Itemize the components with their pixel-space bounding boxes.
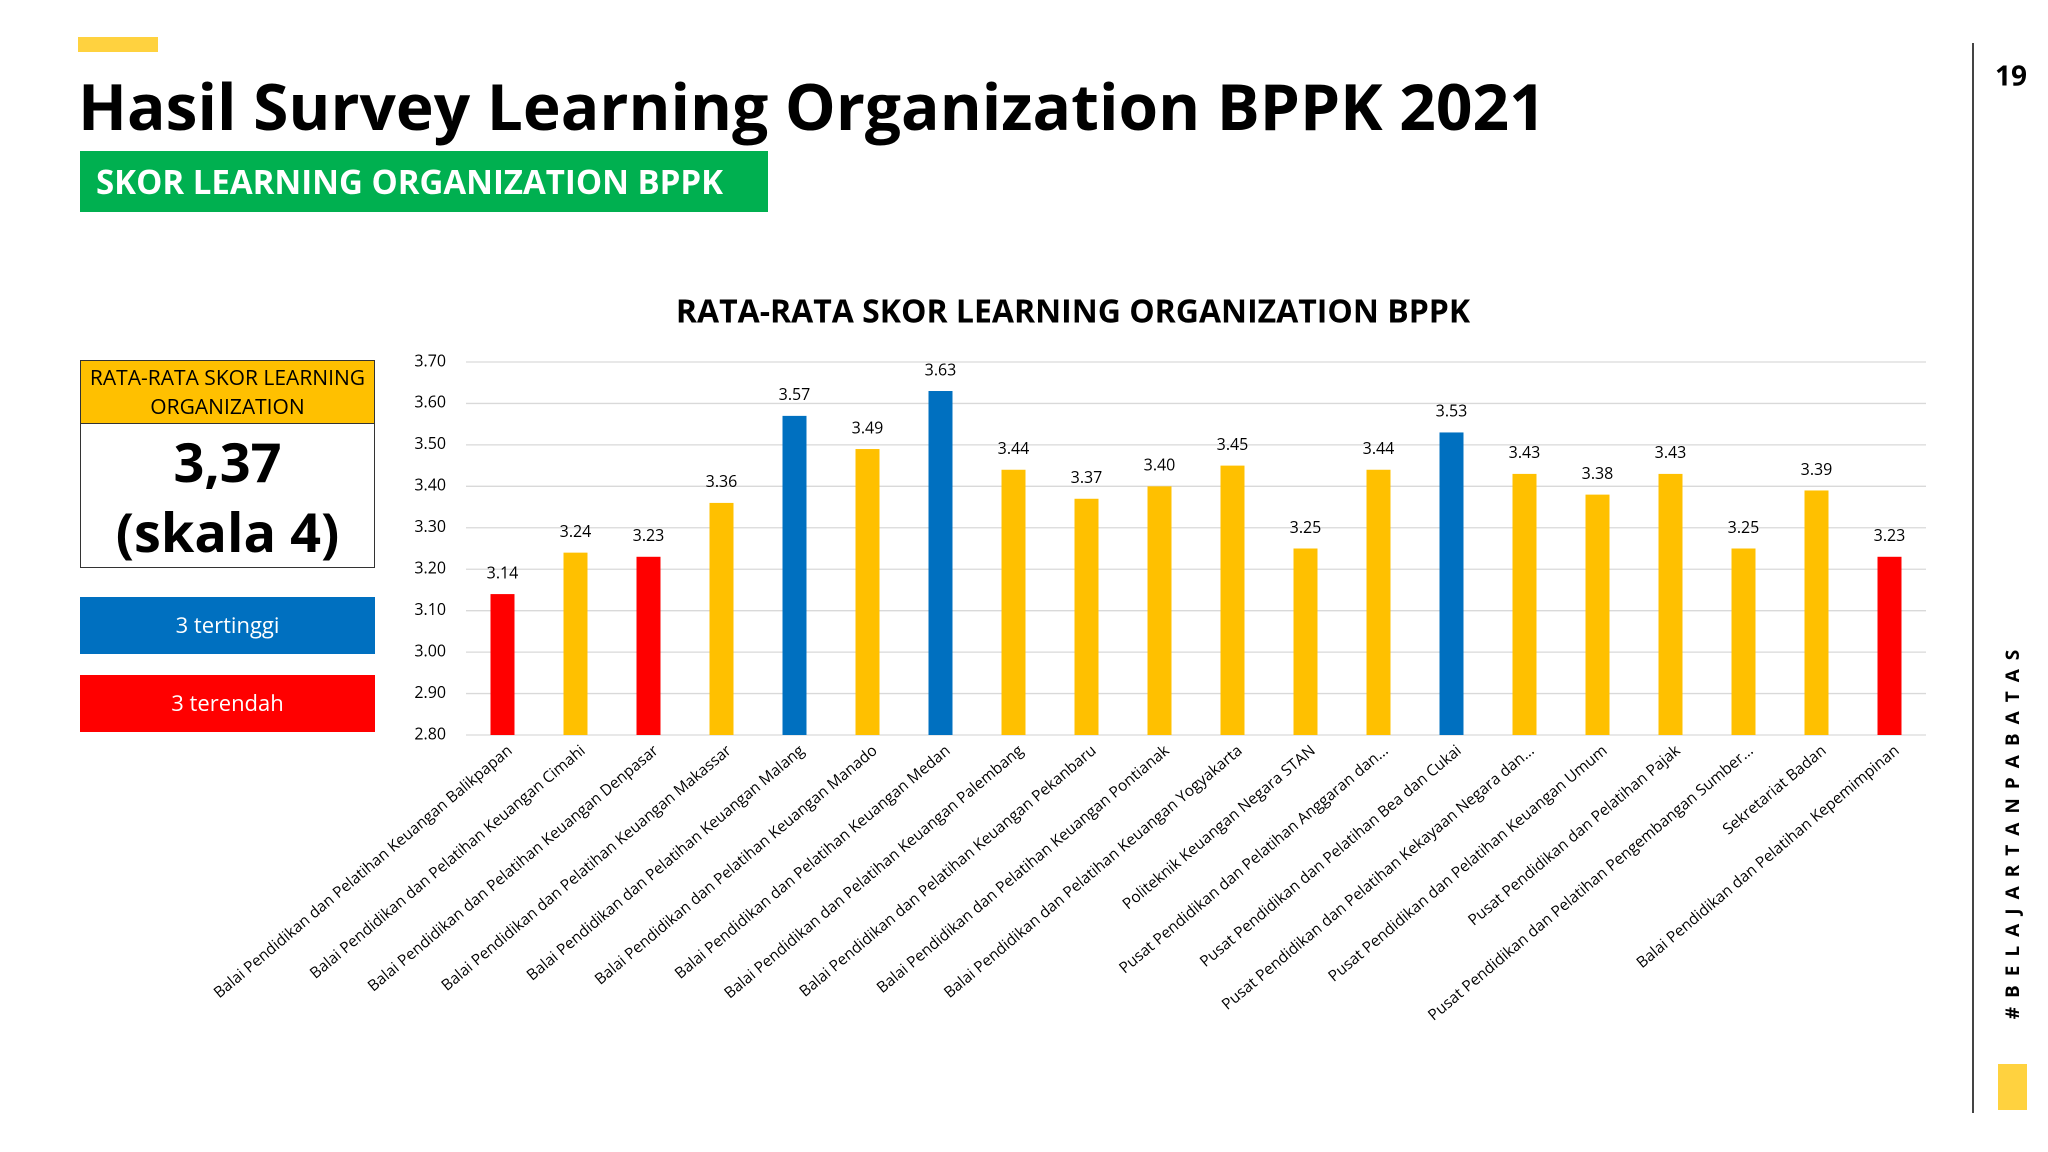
data-label: 3.24 [560, 520, 592, 542]
x-tick-label: Balai Pendidikan dan Pelatihan Kepemimpi… [1631, 739, 1903, 972]
bar [1804, 490, 1829, 735]
bar [782, 415, 807, 735]
divider [1972, 43, 1974, 1113]
bar [1731, 548, 1756, 735]
data-label: 3.39 [1801, 458, 1833, 480]
bar [1585, 494, 1610, 735]
bar [1877, 556, 1902, 735]
accent-bar [78, 37, 158, 52]
slide-title: Hasil Survey Learning Organization BPPK … [78, 62, 1546, 149]
data-label: 3.44 [998, 437, 1030, 459]
bar [1366, 469, 1391, 735]
data-label: 3.38 [1582, 462, 1614, 484]
y-tick-label: 3.20 [414, 557, 446, 579]
data-label: 3.53 [1436, 400, 1468, 422]
data-label: 3.14 [487, 561, 519, 583]
data-label: 3.36 [706, 470, 738, 492]
hashtag: #BELAJARTANPABATAS [1999, 641, 2025, 1020]
y-tick-label: 3.30 [414, 515, 446, 537]
bar [1658, 473, 1683, 735]
bar [1293, 548, 1318, 735]
data-label: 3.23 [633, 524, 665, 546]
y-tick-label: 3.00 [414, 639, 446, 661]
data-label: 3.25 [1290, 516, 1322, 538]
x-tick-label: Pusat Pendidikan dan Pelatihan Anggaran … [1114, 739, 1393, 978]
y-tick-label: 3.60 [414, 391, 446, 413]
page-number: 19 [1995, 56, 2027, 94]
bar [563, 552, 588, 735]
data-label: 3.43 [1655, 441, 1687, 463]
y-tick-label: 2.90 [414, 681, 446, 703]
chart-title: RATA-RATA SKOR LEARNING ORGANIZATION BPP… [676, 290, 1471, 333]
bar [1001, 469, 1026, 735]
data-label: 3.40 [1144, 454, 1176, 476]
y-tick-label: 2.80 [414, 722, 446, 744]
data-label: 3.43 [1509, 441, 1541, 463]
y-tick-label: 3.40 [414, 474, 446, 496]
y-tick-label: 3.50 [414, 432, 446, 454]
section-banner: SKOR LEARNING ORGANIZATION BPPK [80, 151, 768, 212]
bar [636, 556, 661, 735]
y-tick-label: 3.10 [414, 598, 446, 620]
data-label: 3.25 [1728, 516, 1760, 538]
bar [855, 449, 880, 735]
bar [1439, 432, 1464, 735]
data-label: 3.37 [1071, 466, 1103, 488]
data-label: 3.45 [1217, 433, 1249, 455]
y-tick-label: 3.70 [414, 349, 446, 371]
data-label: 3.57 [779, 383, 811, 405]
legend-item: 3 terendah [80, 675, 375, 732]
x-tick-label: Pusat Pendidikan dan Pelatihan Bea dan C… [1194, 739, 1465, 971]
summary-box: RATA-RATA SKOR LEARNING ORGANIZATION 3,3… [80, 360, 375, 568]
data-label: 3.49 [852, 416, 884, 438]
data-label: 3.63 [925, 358, 957, 380]
bar [1074, 498, 1099, 735]
data-label: 3.44 [1363, 437, 1395, 459]
bar [490, 594, 515, 735]
data-label: 3.23 [1874, 524, 1906, 546]
summary-heading: RATA-RATA SKOR LEARNING ORGANIZATION [81, 361, 374, 424]
bar [1512, 473, 1537, 735]
summary-score: 3,37 [173, 424, 282, 498]
summary-scale: (skala 4) [115, 494, 340, 568]
accent-square [1998, 1064, 2027, 1110]
bar [1147, 486, 1172, 735]
bar [928, 391, 953, 735]
bar [709, 502, 734, 735]
bar [1220, 465, 1245, 735]
legend-item: 3 tertinggi [80, 597, 375, 654]
